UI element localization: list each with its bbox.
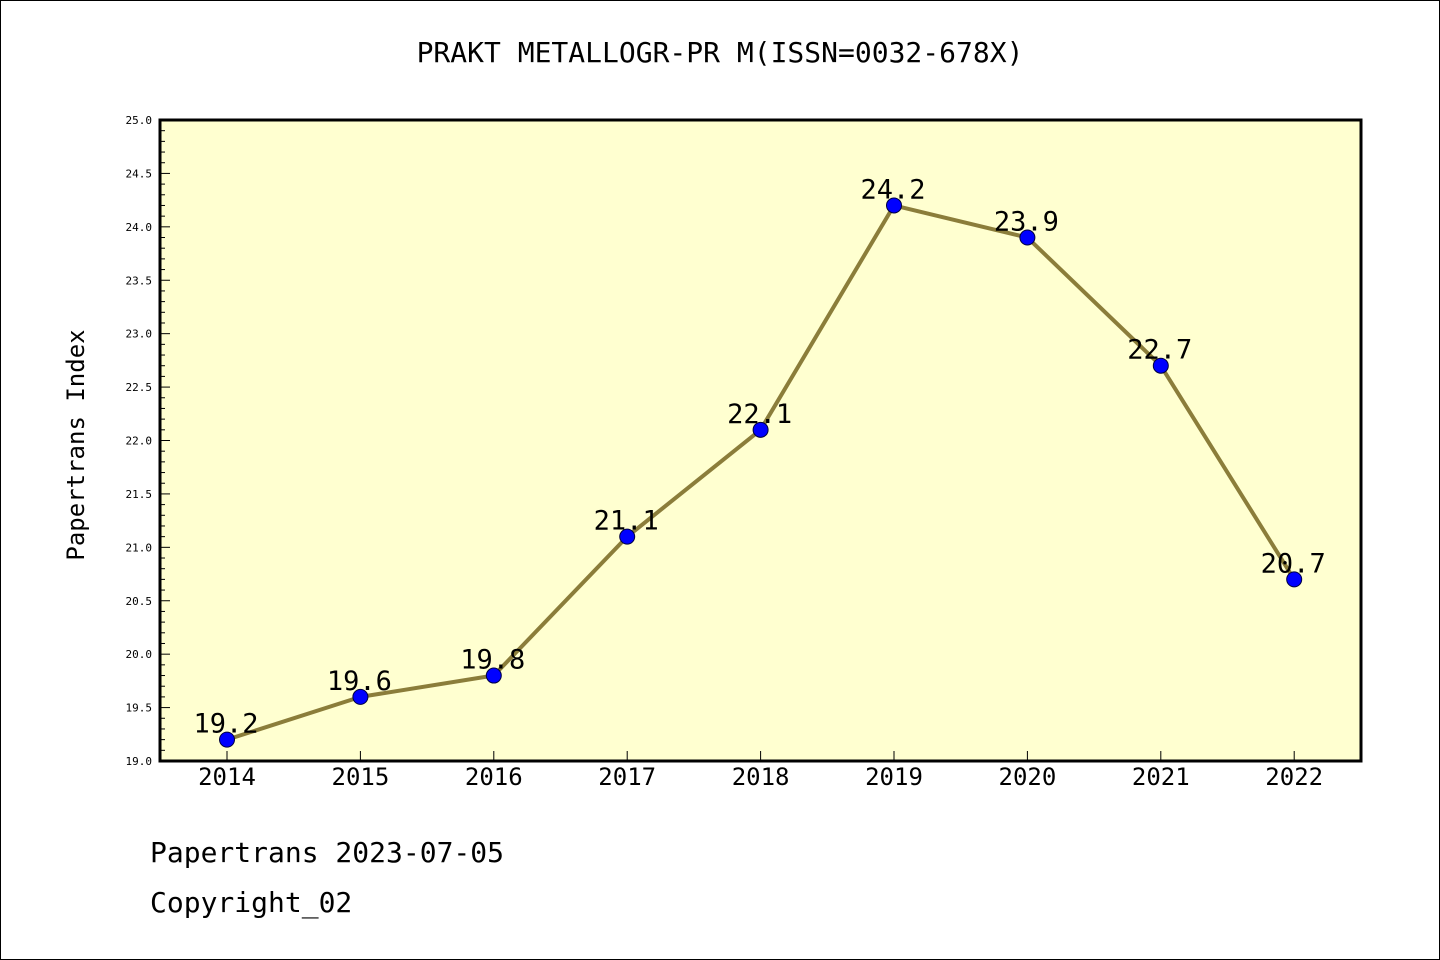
y-tick-label: 22.5 [126, 381, 153, 394]
data-point [485, 667, 502, 684]
y-tick-label: 22.0 [126, 435, 153, 448]
data-label: 22.7 [1127, 335, 1192, 366]
data-label: 19.2 [193, 709, 258, 740]
data-label: 24.2 [860, 174, 925, 205]
x-tick-label: 2017 [598, 763, 656, 791]
data-label: 19.6 [327, 666, 392, 697]
y-axis-label: Papertrans Index [62, 329, 90, 560]
x-tick-label: 2021 [1132, 763, 1190, 791]
y-tick-label: 25.0 [126, 114, 153, 127]
x-tick-label: 2019 [865, 763, 923, 791]
y-tick-label: 23.0 [126, 328, 153, 341]
data-label: 21.1 [594, 506, 659, 537]
x-tick-label: 2018 [732, 763, 790, 791]
y-tick-label: 19.0 [126, 755, 153, 768]
y-tick-label: 20.5 [126, 595, 153, 608]
data-point [1286, 571, 1303, 588]
y-tick-label: 21.0 [126, 541, 153, 554]
footer-date: Papertrans 2023-07-05 [150, 836, 505, 869]
x-tick-label: 2020 [999, 763, 1057, 791]
x-tick-label: 2015 [332, 763, 390, 791]
plot-area [158, 118, 1363, 763]
y-axis: 19.0 19.5 20.0 20.5 21.0 21.5 22.0 22.5 23.0 23.5… [126, 114, 170, 768]
y-tick-label: 19.5 [126, 702, 153, 715]
y-tick-label: 20.0 [126, 648, 153, 661]
data-point [1019, 229, 1036, 246]
y-tick-label: 21.5 [126, 488, 153, 501]
footer-copyright: Copyright_02 [150, 886, 353, 919]
y-tick-label: 24.5 [126, 167, 153, 180]
data-point [886, 197, 902, 214]
data-point [352, 688, 369, 705]
x-axis: 2014 2015 2016 2017 2018 2019 2020 2021 2022 [198, 751, 1323, 791]
data-label: 20.7 [1261, 548, 1326, 579]
data-markers [219, 197, 1303, 748]
data-point [1152, 357, 1169, 374]
x-tick-label: 2016 [465, 763, 523, 791]
y-tick-label: 23.5 [126, 274, 153, 287]
data-label: 19.8 [460, 645, 525, 676]
data-labels: 19.2 19.6 19.8 21.1 22.1 24.2 23.9 22.7 20.7 [193, 174, 1325, 739]
y-tick-label: 24.0 [126, 221, 153, 234]
data-point [219, 731, 235, 748]
chart-title: PRAKT METALLOGR-PR M(ISSN=0032-678X) [416, 36, 1024, 69]
x-tick-label: 2014 [198, 763, 256, 791]
data-label: 22.1 [727, 399, 792, 430]
data-point [752, 421, 769, 438]
data-point [619, 528, 636, 545]
data-label: 23.9 [994, 207, 1059, 238]
x-tick-label: 2022 [1265, 763, 1323, 791]
